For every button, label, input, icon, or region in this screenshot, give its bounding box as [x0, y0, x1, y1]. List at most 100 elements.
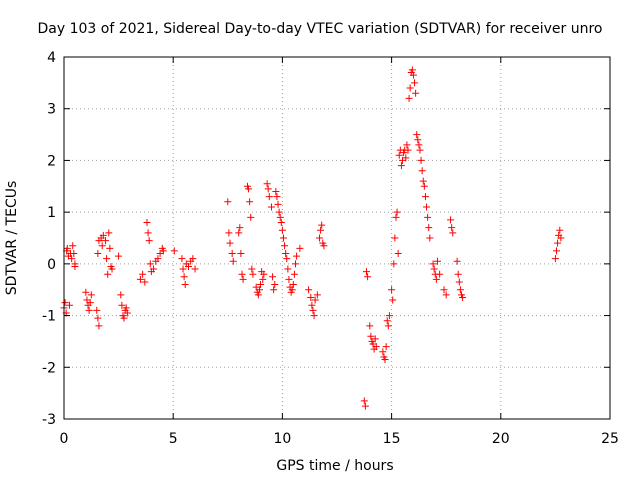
data-point	[552, 247, 560, 255]
data-point	[143, 218, 151, 226]
data-point	[117, 291, 125, 299]
data-point	[260, 270, 268, 278]
data-point	[264, 185, 272, 193]
data-point	[429, 260, 437, 268]
data-point	[367, 332, 375, 340]
data-point	[283, 255, 291, 263]
data-point	[101, 237, 109, 245]
data-point	[453, 257, 461, 265]
data-point	[285, 275, 293, 283]
data-point	[61, 299, 69, 307]
data-point	[136, 275, 144, 283]
data-point	[271, 281, 279, 289]
data-point	[413, 131, 421, 139]
data-point	[150, 265, 158, 273]
data-point	[449, 229, 457, 237]
data-point	[320, 242, 328, 250]
data-point	[420, 182, 428, 190]
chart-title: Day 103 of 2021, Sidereal Day-to-day VTE…	[38, 21, 603, 37]
data-point	[381, 356, 389, 364]
data-point	[556, 226, 564, 234]
data-point	[289, 281, 297, 289]
data-point	[385, 312, 393, 320]
data-point	[292, 260, 300, 268]
data-point	[180, 273, 188, 281]
data-point	[311, 296, 319, 304]
data-point	[249, 270, 257, 278]
x-tick-label: 10	[273, 431, 291, 447]
data-point	[94, 250, 102, 258]
data-point	[417, 156, 425, 164]
data-point	[318, 221, 326, 229]
data-point	[447, 216, 455, 224]
y-tick-label: -1	[42, 309, 56, 325]
data-point	[366, 322, 374, 330]
data-point	[82, 288, 90, 296]
data-point	[406, 84, 414, 92]
data-point	[246, 198, 254, 206]
data-point	[270, 286, 278, 294]
data-point	[394, 250, 402, 258]
data-point	[425, 224, 433, 232]
data-point	[404, 146, 412, 154]
data-point	[440, 286, 448, 294]
data-point	[423, 203, 431, 211]
data-point	[228, 250, 236, 258]
data-point	[99, 231, 107, 239]
data-point	[170, 247, 178, 255]
data-point	[247, 213, 255, 221]
data-point	[145, 237, 153, 245]
data-point	[236, 224, 244, 232]
data-point	[255, 286, 263, 294]
data-point	[442, 291, 450, 299]
data-point	[393, 208, 401, 216]
data-point	[235, 229, 243, 237]
data-point	[141, 278, 149, 286]
data-point	[103, 255, 111, 263]
data-point	[257, 281, 265, 289]
data-point	[388, 286, 396, 294]
data-point	[120, 314, 128, 322]
data-point	[71, 262, 79, 270]
data-point	[313, 291, 321, 299]
data-point	[383, 317, 391, 325]
data-point	[416, 146, 424, 154]
data-point	[181, 281, 189, 289]
data-point	[372, 343, 380, 351]
data-point	[408, 66, 416, 74]
data-point	[364, 273, 372, 281]
data-point	[288, 286, 296, 294]
data-point	[389, 296, 397, 304]
data-point	[63, 244, 71, 252]
data-point	[191, 265, 199, 273]
data-point	[414, 136, 422, 144]
data-point	[104, 270, 112, 278]
data-point	[557, 234, 565, 242]
data-point	[448, 224, 456, 232]
data-point	[115, 252, 123, 260]
data-point	[122, 304, 130, 312]
data-point	[93, 306, 101, 314]
x-tick-label: 25	[601, 431, 619, 447]
data-point	[94, 314, 102, 322]
data-point	[307, 293, 315, 301]
data-point	[409, 71, 417, 79]
data-point	[70, 250, 78, 258]
data-point	[310, 312, 318, 320]
data-point	[421, 193, 429, 201]
data-point	[87, 291, 95, 299]
data-point	[403, 141, 411, 149]
data-point	[316, 234, 324, 242]
data-point	[226, 239, 234, 247]
x-tick-label: 15	[383, 431, 401, 447]
data-point	[229, 257, 237, 265]
data-point	[405, 94, 413, 102]
data-point	[459, 293, 467, 301]
data-point	[274, 200, 282, 208]
data-point	[184, 262, 192, 270]
data-points	[60, 66, 565, 410]
data-point	[68, 255, 76, 263]
x-axis-ticks: 0 5 10 15 20 25	[60, 57, 619, 447]
data-point	[361, 402, 369, 410]
y-tick-label: 0	[47, 257, 56, 273]
